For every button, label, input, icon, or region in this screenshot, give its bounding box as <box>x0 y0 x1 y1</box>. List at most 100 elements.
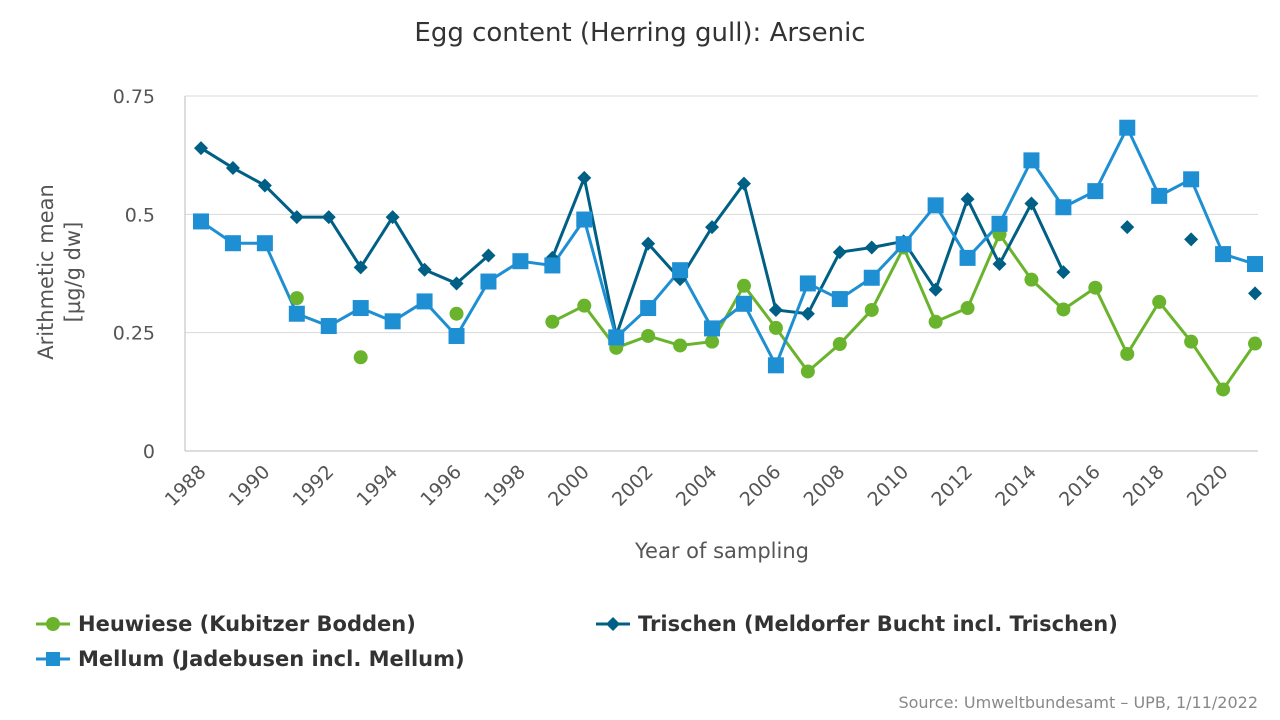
data-point[interactable] <box>193 213 209 230</box>
data-point[interactable] <box>832 245 847 260</box>
data-point[interactable] <box>1120 346 1135 361</box>
data-point[interactable] <box>1248 336 1263 351</box>
x-tick-label: 1992 <box>289 461 339 511</box>
data-point[interactable] <box>577 298 592 313</box>
data-point[interactable] <box>640 300 657 317</box>
legend-item-trischen[interactable]: Trischen (Meldorfer Bucht incl. Trischen… <box>596 612 1118 636</box>
data-point[interactable] <box>353 260 368 275</box>
data-point[interactable] <box>257 178 272 193</box>
data-point[interactable] <box>225 160 240 175</box>
data-point[interactable] <box>704 320 721 337</box>
data-point[interactable] <box>416 293 433 310</box>
data-point[interactable] <box>800 364 815 379</box>
data-point[interactable] <box>1023 152 1040 169</box>
legend-item-heuwiese[interactable]: Heuwiese (Kubitzer Bodden) <box>36 612 416 636</box>
data-point[interactable] <box>321 210 336 225</box>
data-point[interactable] <box>481 248 496 263</box>
data-point[interactable] <box>480 273 497 290</box>
data-point[interactable] <box>799 275 816 292</box>
data-point[interactable] <box>1120 220 1135 235</box>
data-point[interactable] <box>1055 199 1072 216</box>
data-point[interactable] <box>864 240 879 255</box>
data-point[interactable] <box>353 350 368 365</box>
legend-label-heuwiese: Heuwiese (Kubitzer Bodden) <box>78 612 416 636</box>
data-point[interactable] <box>1184 334 1199 349</box>
data-point[interactable] <box>1088 280 1103 295</box>
x-tick-label: 1998 <box>480 461 530 511</box>
data-point[interactable] <box>1056 302 1071 317</box>
data-point[interactable] <box>1152 294 1167 309</box>
data-point[interactable] <box>256 235 273 252</box>
data-point[interactable] <box>224 235 241 252</box>
data-point[interactable] <box>352 300 369 317</box>
data-point[interactable] <box>736 176 751 191</box>
data-point[interactable] <box>705 334 720 349</box>
y-tick-label: 0.25 <box>113 323 155 345</box>
x-tick-label: 1994 <box>352 461 402 511</box>
data-point[interactable] <box>608 329 625 346</box>
data-point[interactable] <box>449 276 464 291</box>
x-axis-title: Year of sampling <box>634 539 809 563</box>
data-point[interactable] <box>449 306 464 321</box>
data-point[interactable] <box>736 278 751 293</box>
data-point[interactable] <box>768 320 783 335</box>
data-point[interactable] <box>735 295 752 312</box>
data-point[interactable] <box>831 291 848 308</box>
data-point[interactable] <box>194 141 208 156</box>
data-point[interactable] <box>1183 171 1200 188</box>
data-point[interactable] <box>960 301 975 316</box>
data-point[interactable] <box>641 236 656 251</box>
x-tick-label: 2020 <box>1183 461 1233 511</box>
data-point[interactable] <box>289 210 304 225</box>
data-point[interactable] <box>448 327 465 344</box>
data-point[interactable] <box>384 313 401 330</box>
data-point[interactable] <box>1087 183 1104 200</box>
data-point[interactable] <box>577 170 592 185</box>
data-point[interactable] <box>928 282 943 297</box>
data-point[interactable] <box>417 262 432 277</box>
x-tick-label: 2014 <box>991 461 1041 511</box>
data-point[interactable] <box>544 257 561 274</box>
data-point[interactable] <box>1056 265 1071 280</box>
series-1 <box>200 146 1065 338</box>
data-point[interactable] <box>1247 256 1264 273</box>
data-point[interactable] <box>863 269 880 286</box>
data-point[interactable] <box>1024 272 1039 287</box>
data-point[interactable] <box>832 337 847 352</box>
data-point[interactable] <box>673 338 688 353</box>
data-point[interactable] <box>767 357 784 374</box>
series-0 <box>551 232 1257 391</box>
data-point[interactable] <box>1184 232 1199 247</box>
data-point[interactable] <box>960 192 975 207</box>
data-point[interactable] <box>512 253 529 270</box>
data-point[interactable] <box>1119 119 1136 136</box>
data-point[interactable] <box>320 318 337 335</box>
legend-item-mellum[interactable]: Mellum (Jadebusen incl. Mellum) <box>36 647 465 671</box>
data-point[interactable] <box>289 291 304 306</box>
data-point[interactable] <box>385 210 400 225</box>
series-line <box>200 146 490 285</box>
data-point[interactable] <box>992 257 1007 272</box>
data-point[interactable] <box>1248 286 1263 301</box>
data-point[interactable] <box>768 302 783 317</box>
data-point[interactable] <box>864 302 879 317</box>
data-point[interactable] <box>705 220 720 235</box>
gridlines <box>184 95 1258 452</box>
data-point[interactable] <box>672 262 689 279</box>
data-point[interactable] <box>641 328 656 343</box>
data-point[interactable] <box>1024 196 1039 211</box>
square-marker-icon <box>36 652 70 666</box>
x-tick-label: 2016 <box>1055 461 1105 511</box>
data-point[interactable] <box>1216 382 1231 397</box>
data-point[interactable] <box>576 211 593 228</box>
data-point[interactable] <box>1215 246 1232 263</box>
data-point[interactable] <box>545 314 560 329</box>
data-point[interactable] <box>959 249 976 266</box>
data-point[interactable] <box>895 236 912 253</box>
data-point[interactable] <box>991 215 1008 232</box>
data-point[interactable] <box>800 306 815 321</box>
data-point[interactable] <box>1151 187 1168 204</box>
data-point[interactable] <box>928 314 943 329</box>
data-point[interactable] <box>927 197 944 214</box>
data-point[interactable] <box>288 305 305 322</box>
